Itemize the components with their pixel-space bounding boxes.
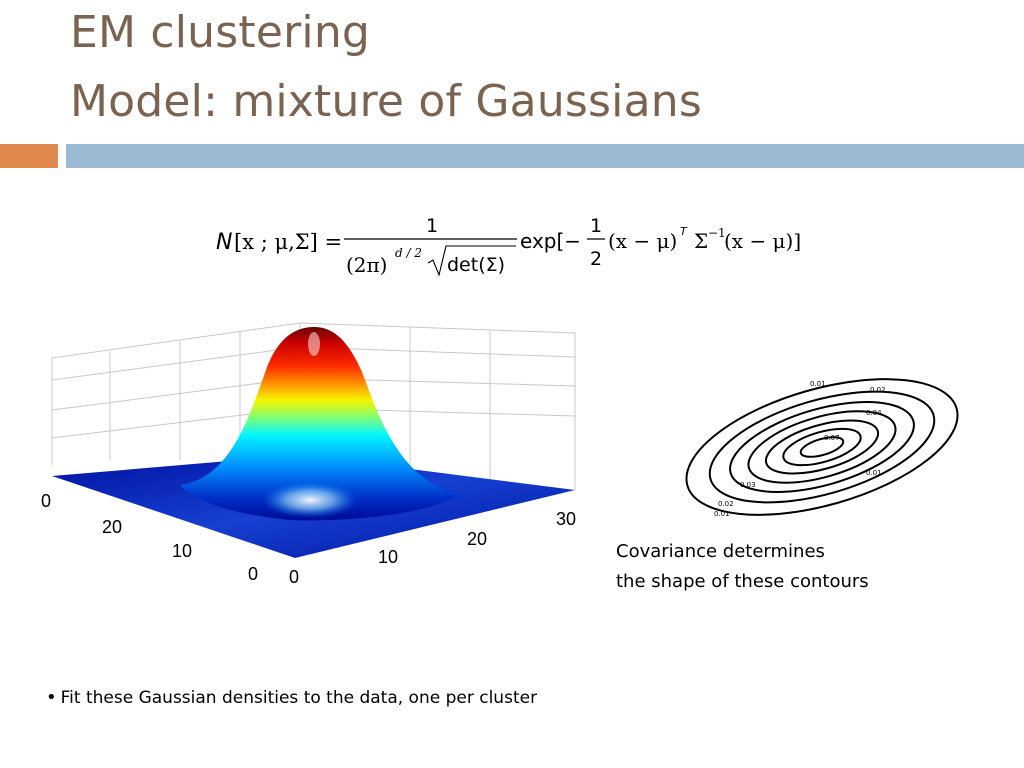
slide-title-line-2: Model: mixture of Gaussians [70, 76, 702, 127]
caption-line-2: the shape of these contours [616, 571, 869, 592]
formula-denominator-exponent: d / 2 [395, 246, 422, 260]
accent-bar-orange [0, 144, 58, 168]
surface-highlight [262, 482, 358, 518]
contour-label-7: 0.07 [824, 434, 840, 442]
bullet-text: Fit these Gaussian densities to the data… [60, 688, 538, 708]
formula-inverse: −1 [708, 226, 726, 240]
contour-label-4: 0.04 [866, 409, 882, 417]
formula-exp: exp[− [520, 229, 581, 253]
contour-plot: 0.01 0.02 0.04 0.07 0.02 0.01 0.03 0.01 [685, 378, 959, 518]
bullet-dot: • [46, 687, 57, 708]
formula-half-denominator: 2 [590, 248, 602, 270]
formula-denominator-left: (2π) [346, 253, 387, 277]
bullet-point: • Fit these Gaussian densities to the dat… [46, 687, 537, 708]
contour-label-2b: 0.02 [718, 500, 734, 508]
formula-sqrt-sign [427, 245, 516, 277]
contour-label-1b: 0.01 [714, 510, 730, 518]
contour-label-2: 0.02 [870, 386, 886, 394]
tick-front-30: 30 [556, 509, 576, 529]
surface-bell [180, 327, 460, 521]
formula-half-numerator: 1 [590, 215, 602, 237]
contour-label-1: 0.01 [810, 380, 826, 388]
contour-label-1c: 0.01 [866, 469, 882, 477]
tick-left-0: 0 [248, 564, 258, 584]
formula-numerator: 1 [426, 215, 438, 237]
gaussian-formula: N [x ; μ,Σ] = 1 (2π) d / 2 det(Σ) exp[− … [216, 215, 801, 277]
formula-denominator-det: det(Σ) [447, 254, 505, 276]
tick-left-10: 10 [172, 541, 192, 561]
formula-sigma: Σ [694, 229, 708, 253]
accent-bar-blue [66, 144, 1024, 168]
slide-title-line-1: EM clustering [70, 7, 371, 58]
formula-tail-a: (x − μ) [608, 229, 677, 253]
formula-transpose: T [680, 225, 688, 238]
caption-line-1: Covariance determines [616, 541, 825, 562]
tick-left-20: 20 [102, 517, 122, 537]
contour-rings [685, 378, 959, 516]
formula-tail-c: (x − μ)] [724, 229, 801, 253]
tick-front-10: 10 [378, 547, 398, 567]
tick-front-0: 0 [289, 567, 299, 587]
tick-front-20: 20 [467, 529, 487, 549]
gaussian-surface-plot: 0 20 10 0 0 10 20 30 [41, 322, 576, 587]
contour-label-3: 0.03 [740, 481, 756, 489]
formula-N: N [216, 230, 232, 255]
tick-left-top: 0 [41, 491, 51, 511]
formula-lhs-args: [x ; μ,Σ] = [234, 230, 342, 254]
surface-peak-highlight [308, 332, 320, 356]
